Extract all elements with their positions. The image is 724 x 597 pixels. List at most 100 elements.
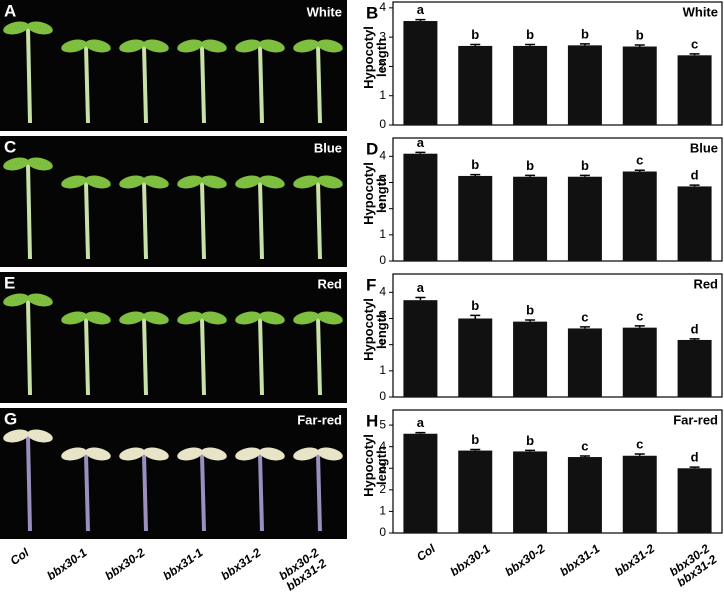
- photo-letter: A: [4, 1, 16, 20]
- seedling-stem: [258, 453, 264, 532]
- seedling-leaf: [235, 447, 261, 461]
- chart-title: White: [683, 4, 718, 19]
- x-tick-label: Col: [414, 541, 438, 564]
- photo-category-label: Col: [8, 545, 32, 568]
- bar: [458, 45, 493, 125]
- error-bar: [415, 431, 426, 434]
- y-tick-label: 2: [379, 201, 386, 215]
- bar: [622, 455, 657, 533]
- seedling-leaf: [3, 429, 29, 443]
- seedling-leaf: [259, 39, 285, 53]
- seedling-stem: [84, 45, 90, 124]
- bar: [513, 451, 548, 533]
- error-bar: [525, 43, 536, 46]
- y-tick-label: 0: [379, 117, 386, 131]
- significance-letter: a: [417, 415, 425, 430]
- plot-frame: [392, 273, 723, 398]
- seedling-leaf: [61, 175, 87, 189]
- significance-letter: b: [471, 157, 479, 172]
- y-tick-label: 3: [379, 29, 386, 43]
- error-bar: [470, 314, 481, 319]
- y-tick-label: 1: [379, 88, 386, 102]
- seedling-leaf: [61, 39, 87, 53]
- error-bar: [470, 173, 481, 176]
- photo-category-label: bbx30-2: [102, 545, 147, 583]
- seedling-leaf: [201, 175, 227, 189]
- error-bar: [579, 174, 590, 177]
- seedling-leaf: [235, 311, 261, 325]
- significance-letter: d: [691, 450, 699, 465]
- error-bar: [470, 448, 481, 451]
- photo-title: Red: [317, 276, 342, 291]
- y-tick-label: 3: [379, 175, 386, 189]
- significance-letter: b: [526, 27, 534, 42]
- bar: [567, 328, 602, 397]
- bar: [567, 176, 602, 261]
- photo-panel: [0, 0, 347, 131]
- photo-title: Far-red: [297, 412, 342, 427]
- seedling-leaf: [177, 311, 203, 325]
- seedling-leaf: [61, 447, 87, 461]
- error-bar: [415, 296, 426, 301]
- seedling-leaf: [293, 39, 319, 53]
- bar: [458, 175, 493, 261]
- seedling-stem: [26, 435, 32, 532]
- seedling-leaf: [259, 311, 285, 325]
- x-tick-label: bbx30-1: [448, 541, 493, 579]
- y-tick-label: 5: [379, 417, 386, 431]
- photo-panel: [0, 408, 347, 539]
- photo-category-label: bbx30-1: [44, 545, 89, 583]
- error-bar: [470, 43, 481, 46]
- photo-category-label: bbx31-1: [160, 545, 205, 583]
- significance-letter: b: [471, 298, 479, 313]
- error-bar: [415, 18, 426, 22]
- seedling-leaf: [235, 175, 261, 189]
- significance-letter: a: [417, 280, 425, 295]
- seedling-leaf: [259, 447, 285, 461]
- seedling-leaf: [27, 293, 53, 307]
- y-axis-label: Hypocotyllength: [361, 26, 389, 89]
- x-tick-label: bbx31-1: [557, 541, 602, 579]
- seedling-leaf: [119, 175, 145, 189]
- seedling-stem: [258, 45, 264, 124]
- seedling-stem: [316, 45, 322, 124]
- bar: [403, 300, 438, 397]
- y-tick-label: 4: [379, 284, 386, 298]
- error-bar: [689, 53, 700, 56]
- photo-title: White: [307, 4, 342, 19]
- seedling-leaf: [143, 447, 169, 461]
- seedling-leaf: [27, 157, 53, 171]
- seedling-leaf: [259, 175, 285, 189]
- seedling-leaf: [85, 447, 111, 461]
- seedling-leaf: [317, 447, 343, 461]
- bar: [677, 339, 712, 397]
- seedling-leaf: [3, 21, 29, 35]
- seedling-leaf: [27, 429, 53, 443]
- seedling-leaf: [119, 39, 145, 53]
- chart-title: Red: [693, 276, 718, 291]
- seedling-leaf: [143, 39, 169, 53]
- seedling-stem: [200, 453, 206, 532]
- bar: [677, 186, 712, 261]
- bar: [677, 55, 712, 125]
- plot-frame: [392, 137, 723, 262]
- photo-title: Blue: [314, 140, 342, 155]
- bar: [513, 176, 548, 261]
- seedling-leaf: [85, 311, 111, 325]
- significance-letter: a: [417, 2, 425, 17]
- bar: [458, 318, 493, 397]
- bar: [403, 153, 438, 261]
- significance-letter: c: [581, 309, 588, 324]
- panel-letter: D: [366, 139, 378, 158]
- significance-letter: b: [526, 158, 534, 173]
- seedling-stem: [200, 317, 206, 396]
- seedling-leaf: [201, 447, 227, 461]
- error-bar: [634, 453, 645, 456]
- y-axis-label: Hypocotyllength: [361, 434, 389, 497]
- error-bar: [689, 184, 700, 187]
- chart-title: Blue: [690, 140, 718, 155]
- seedling-leaf: [201, 39, 227, 53]
- seedling-leaf: [317, 175, 343, 189]
- bar: [458, 450, 493, 533]
- photo-panel: [0, 136, 347, 267]
